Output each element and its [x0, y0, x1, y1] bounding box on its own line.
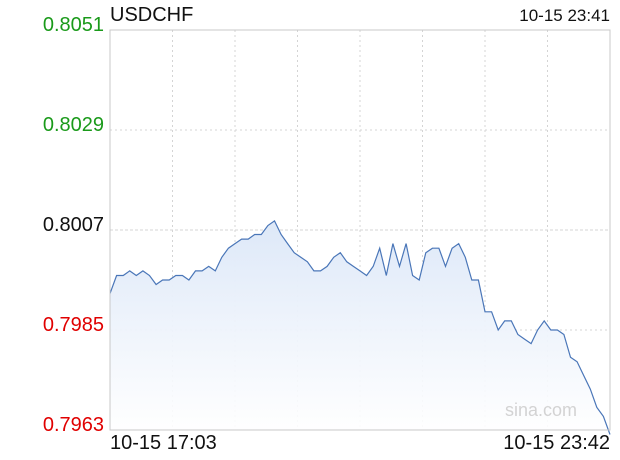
watermark: sina.com — [505, 400, 578, 420]
y-tick-label: 0.8029 — [42, 114, 104, 136]
price-area-fill — [110, 220, 610, 435]
plot-frame — [109, 29, 611, 431]
price-line — [109, 220, 611, 435]
grid — [110, 30, 610, 430]
y-tick-label: 0.8051 — [42, 14, 104, 36]
x-tick-label-start: 10-15 17:03 — [110, 432, 217, 454]
symbol-title: USDCHF — [110, 4, 194, 26]
timestamp: 10-15 23:41 — [519, 6, 610, 25]
y-tick-label: 0.7985 — [42, 314, 104, 336]
x-tick-label-end: 10-15 23:42 — [503, 432, 610, 454]
y-tick-label: 0.7963 — [42, 414, 104, 436]
y-tick-label: 0.8007 — [42, 214, 104, 236]
